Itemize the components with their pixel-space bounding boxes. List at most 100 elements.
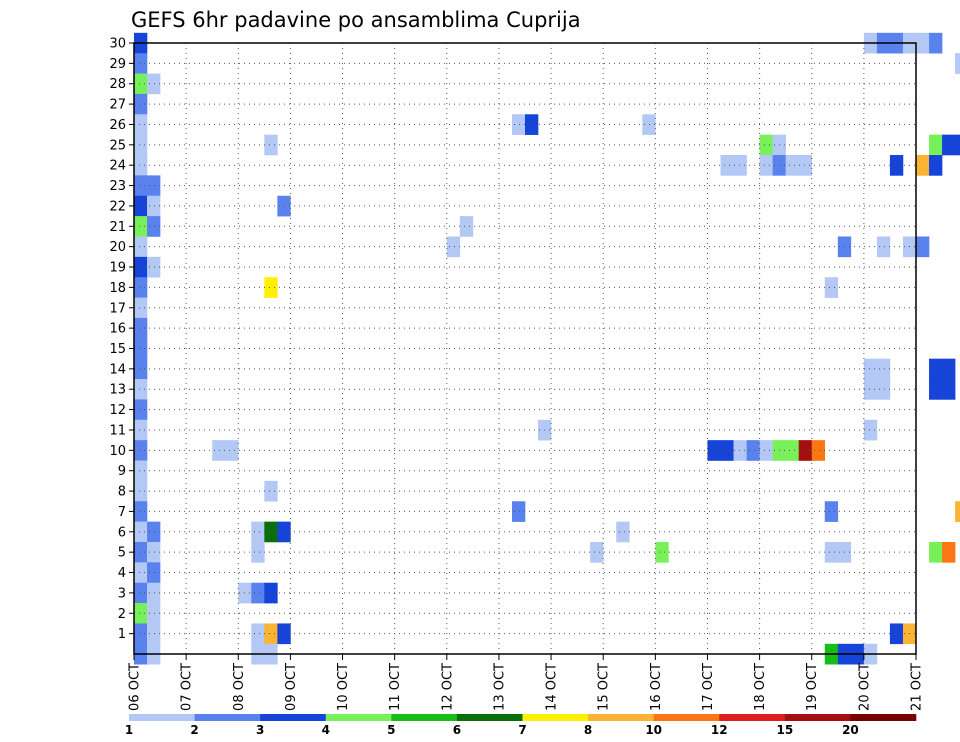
heatmap-cell: [264, 521, 278, 543]
x-axis: 06 OCT 07 OCT 08 OCT 09 OCT 10 OCT 11 OCT 12 O…: [128, 654, 925, 711]
heatmap-cell: [459, 216, 474, 237]
legend-label: 1: [125, 723, 133, 737]
heatmap-cell: [264, 480, 278, 502]
legend-label: 8: [584, 723, 592, 737]
heatmap-cell: [147, 195, 161, 217]
gridlines: [134, 42, 916, 654]
heatmap-cell: [147, 521, 161, 543]
y-tick-label: 30: [109, 37, 126, 52]
heatmap-cell: [929, 134, 943, 156]
legend-label: 7: [518, 723, 526, 737]
heatmap-cell: [134, 73, 148, 95]
heatmap-cell: [733, 155, 747, 176]
y-tick-label: 14: [109, 362, 126, 377]
heatmap-cell: [134, 399, 148, 421]
heatmap-cell: [147, 623, 161, 645]
y-tick-label: 26: [109, 118, 126, 133]
heatmap-cell: [916, 236, 930, 258]
heatmap-cell: [616, 521, 630, 543]
heatmap-cell: [147, 175, 161, 197]
heatmap-cell: [733, 440, 747, 461]
heatmap-cell: [785, 440, 799, 461]
y-tick-label: 3: [118, 586, 126, 601]
heatmap-cell: [916, 155, 930, 176]
x-tick-label: 13 OCT: [492, 663, 507, 711]
legend-swatch: [653, 714, 720, 721]
heatmap-cell: [134, 338, 148, 359]
heatmap-cell: [134, 460, 148, 482]
y-tick-label: 15: [109, 342, 126, 357]
heatmap-cell: [264, 134, 278, 156]
y-axis: 1234567891011121314151617181920212223242…: [109, 37, 134, 642]
heatmap-cell: [251, 623, 265, 645]
heatmap-cell: [264, 623, 278, 645]
heatmap-cell: [225, 440, 239, 461]
heatmap-cell: [134, 236, 148, 258]
y-tick-label: 4: [118, 566, 126, 581]
x-tick-label: 12 OCT: [440, 663, 455, 711]
heatmap-cell: [955, 134, 960, 156]
heatmap-cell: [942, 134, 956, 156]
x-tick-label: 08 OCT: [232, 663, 247, 711]
y-tick-label: 27: [109, 98, 126, 113]
heatmap-cell: [251, 582, 265, 604]
x-tick-label: 09 OCT: [284, 663, 299, 711]
legend-swatch: [719, 714, 786, 721]
heatmap-cell: [525, 114, 539, 135]
heatmap-cell: [212, 440, 226, 461]
heatmap-cell: [759, 134, 773, 156]
legend-label: 12: [711, 723, 728, 737]
heatmap-cell: [863, 419, 878, 441]
heatmap-cell: [929, 155, 943, 176]
heatmap-cell: [942, 541, 956, 563]
heatmap-cell: [134, 277, 148, 298]
y-tick-label: 29: [109, 57, 126, 72]
x-tick-label: 17 OCT: [701, 663, 716, 711]
legend-swatch: [522, 714, 589, 721]
heatmap-cell: [798, 440, 813, 461]
y-tick-label: 7: [118, 505, 126, 520]
heatmap-cell: [929, 32, 943, 54]
x-tick-label: 19 OCT: [805, 663, 820, 711]
heatmap-cell: [759, 155, 773, 176]
y-tick-label: 24: [109, 159, 126, 174]
y-tick-label: 5: [118, 546, 126, 561]
y-tick-label: 22: [109, 199, 126, 214]
y-tick-label: 9: [118, 464, 126, 479]
x-tick-label: 10 OCT: [336, 663, 351, 711]
heatmap-cell: [134, 134, 148, 156]
legend-swatch: [850, 714, 917, 721]
legend-swatch: [260, 714, 327, 721]
heatmap-cell: [134, 440, 148, 461]
heatmap-cell: [147, 541, 161, 563]
heatmap-cell: [824, 277, 839, 298]
heatmap-cell: [590, 541, 604, 563]
heatmap-cell: [655, 541, 669, 563]
heatmap-cell: [863, 358, 878, 380]
legend-swatch: [129, 714, 195, 721]
heatmap-cell: [889, 155, 904, 176]
heatmap-cell: [147, 582, 161, 604]
heatmap-cell: [134, 155, 148, 176]
heatmap-cell: [134, 603, 148, 624]
heatmap-cell: [147, 256, 161, 278]
y-tick-label: 16: [109, 322, 126, 337]
y-tick-label: 6: [118, 525, 126, 540]
heatmap-cell: [511, 114, 526, 135]
x-tick-label: 21 OCT: [910, 663, 925, 711]
y-tick-label: 25: [109, 138, 126, 153]
heatmap-cell: [134, 582, 148, 604]
heatmap-cell: [134, 114, 148, 135]
heatmap-cell: [929, 541, 943, 563]
y-tick-label: 21: [109, 220, 126, 235]
legend-swatch: [194, 714, 261, 721]
heatmap-cell: [642, 114, 656, 135]
heatmap-cell: [942, 379, 956, 400]
x-tick-label: 20 OCT: [857, 663, 872, 711]
heatmap-cell: [147, 216, 161, 237]
y-tick-label: 20: [109, 240, 126, 255]
heatmap-cell: [720, 440, 734, 461]
heatmap-cell: [251, 521, 265, 543]
x-tick-label: 06 OCT: [128, 663, 143, 711]
